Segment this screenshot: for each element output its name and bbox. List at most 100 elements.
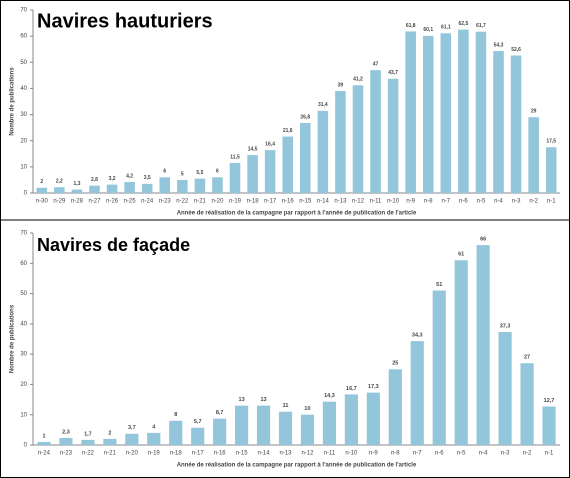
bar — [169, 420, 183, 445]
bar — [213, 418, 227, 445]
value-label: 12,7 — [544, 398, 555, 404]
bar — [278, 411, 293, 445]
value-label: 4,2 — [126, 173, 133, 179]
bar — [71, 189, 83, 193]
bar — [106, 184, 118, 193]
x-tick-label: n-11 — [324, 451, 336, 457]
bar — [147, 432, 161, 445]
bar — [282, 136, 293, 193]
x-tick-label: n-6 — [459, 199, 468, 205]
bar — [300, 122, 311, 193]
x-tick-label: n-9 — [406, 199, 415, 205]
x-tick-label: n-28 — [71, 199, 84, 205]
bar — [422, 35, 434, 194]
x-tick-label: n-8 — [391, 451, 400, 457]
x-tick-label: n-24 — [38, 451, 51, 457]
bar — [125, 433, 139, 445]
value-label: 17,3 — [368, 384, 379, 390]
bar — [344, 394, 358, 445]
bar — [432, 290, 446, 445]
value-label: 37,3 — [500, 323, 511, 329]
x-tick-label: n-15 — [299, 199, 312, 205]
y-tick-label: 30 — [20, 352, 27, 358]
bar — [264, 150, 276, 193]
x-tick-label: n-12 — [301, 451, 314, 457]
y-axis-label: Nombre de publications — [10, 67, 16, 136]
bar — [124, 182, 135, 193]
y-tick-label: 0 — [24, 191, 28, 197]
value-label: 2 — [108, 430, 111, 436]
value-label: 2,8 — [91, 177, 98, 183]
value-label: 1,3 — [73, 181, 80, 187]
bar — [405, 31, 416, 193]
bar — [235, 405, 249, 445]
value-label: 4 — [152, 424, 156, 430]
y-tick-label: 10 — [20, 412, 27, 418]
value-label: 51 — [436, 282, 442, 288]
bar — [352, 85, 364, 193]
bar — [388, 369, 402, 445]
value-label: 5,7 — [194, 419, 202, 425]
x-tick-label: n-17 — [264, 199, 277, 205]
bar — [458, 29, 469, 193]
x-tick-label: n-13 — [280, 451, 293, 457]
value-label: 41,2 — [353, 77, 363, 83]
value-label: 2 — [40, 179, 43, 185]
value-label: 60,1 — [423, 27, 433, 33]
bar — [247, 155, 258, 193]
bar — [366, 392, 380, 445]
value-label: 3,5 — [144, 175, 151, 181]
x-tick-label: n-10 — [387, 199, 400, 205]
x-tick-label: n-21 — [194, 199, 207, 205]
bar — [159, 177, 171, 193]
y-tick-label: 70 — [20, 8, 27, 14]
value-label: 16,7 — [346, 386, 357, 392]
bar — [322, 401, 337, 445]
bar — [81, 439, 95, 445]
x-tick-label: n-10 — [345, 451, 358, 457]
value-label: 16,4 — [265, 141, 275, 147]
x-tick-label: n-30 — [36, 199, 49, 205]
y-tick-label: 40 — [20, 86, 27, 92]
value-label: 17,5 — [546, 139, 556, 145]
bar — [498, 332, 512, 445]
value-label: 1,7 — [84, 431, 92, 437]
x-tick-label: n-16 — [214, 451, 227, 457]
bar — [454, 260, 468, 445]
bar — [410, 341, 424, 445]
bar — [520, 363, 534, 445]
y-axis-label: Nombre de publications — [10, 304, 16, 373]
x-tick-label: n-4 — [494, 199, 503, 205]
bar — [229, 162, 241, 193]
x-tick-label: n-22 — [82, 451, 95, 457]
bar — [510, 55, 522, 193]
x-tick-label: n-29 — [53, 199, 66, 205]
value-label: 47 — [373, 61, 379, 67]
value-label: 1 — [42, 433, 45, 439]
x-tick-label: n-20 — [211, 199, 224, 205]
bar — [440, 33, 452, 193]
value-label: 61,7 — [476, 23, 486, 29]
x-tick-label: n-17 — [192, 451, 205, 457]
value-label: 66 — [480, 237, 486, 243]
x-tick-label: n-2 — [529, 199, 538, 205]
bar — [476, 245, 490, 445]
value-label: 2,2 — [56, 179, 63, 185]
value-label: 29 — [531, 109, 537, 115]
x-tick-label: n-20 — [126, 451, 139, 457]
chart-title: Navires de façade — [37, 235, 190, 255]
x-axis-label: Année de réalisation de la campagne par … — [177, 211, 417, 217]
value-label: 31,4 — [318, 102, 328, 108]
x-tick-label: n-13 — [334, 199, 347, 205]
bar — [300, 414, 315, 445]
value-label: 5,5 — [196, 170, 203, 176]
value-label: 25 — [392, 361, 398, 367]
x-tick-label: n-2 — [523, 451, 532, 457]
x-tick-label: n-5 — [457, 451, 466, 457]
bar — [370, 70, 381, 193]
bar — [54, 187, 65, 193]
bar — [36, 187, 48, 193]
x-tick-label: n-26 — [106, 199, 119, 205]
